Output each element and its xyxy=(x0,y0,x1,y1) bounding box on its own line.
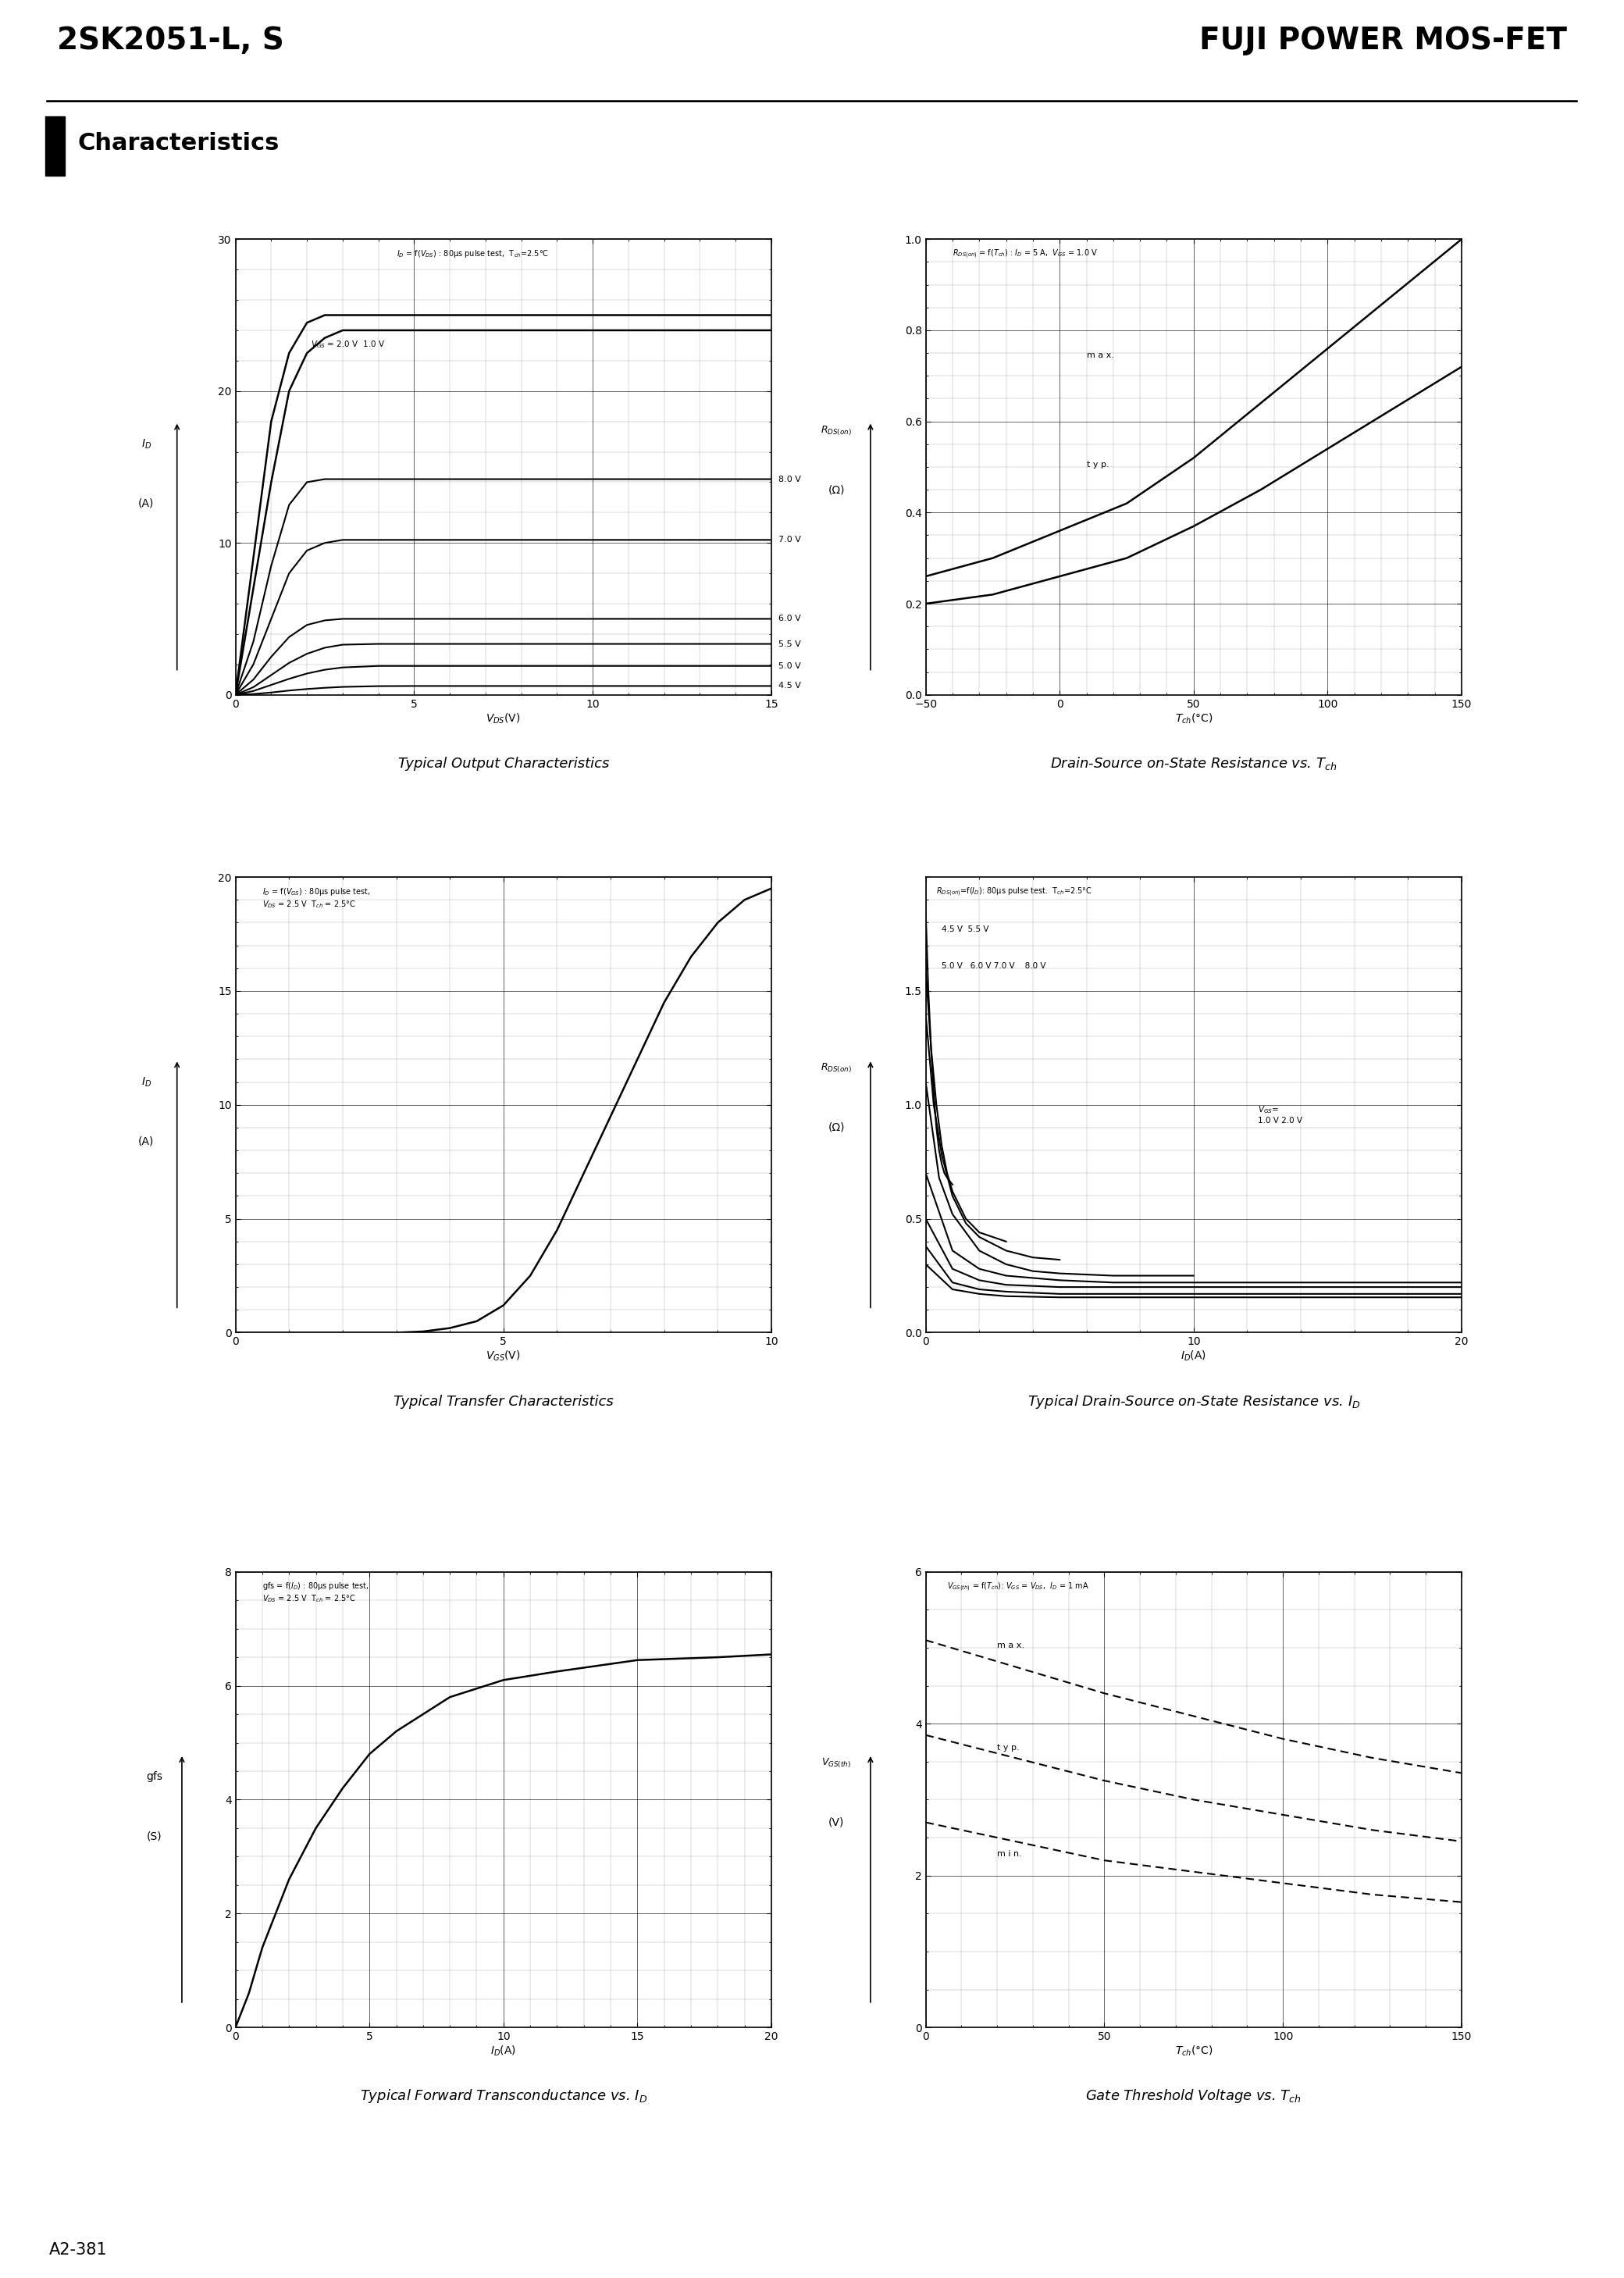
X-axis label: $V_{GS}$(V): $V_{GS}$(V) xyxy=(486,1349,521,1362)
X-axis label: $I_D$(A): $I_D$(A) xyxy=(1181,1349,1207,1362)
Text: $I_D$: $I_D$ xyxy=(141,1075,151,1089)
Text: 6.0 V: 6.0 V xyxy=(778,615,801,622)
Text: $I_D$: $I_D$ xyxy=(141,437,151,451)
Text: gfs = f($I_D$) : 80μs pulse test,
$V_{DS}$ = 2.5 V  T$_{ch}$ = 2.5°C: gfs = f($I_D$) : 80μs pulse test, $V_{DS… xyxy=(261,1581,369,1604)
Text: Typical Transfer Characteristics: Typical Transfer Characteristics xyxy=(393,1394,614,1408)
Text: $I_D$ = f($V_{GS}$) : 80μs pulse test,
$V_{DS}$ = 2.5 V  T$_{ch}$ = 2.5°C: $I_D$ = f($V_{GS}$) : 80μs pulse test, $… xyxy=(261,886,370,909)
Text: $V_{GS(th)}$ = f($T_{ch}$): $V_{GS}$ = $V_{DS}$,  $I_D$ = 1 mA: $V_{GS(th)}$ = f($T_{ch}$): $V_{GS}$ = $… xyxy=(947,1581,1090,1592)
Text: gfs: gfs xyxy=(146,1772,162,1781)
Text: $R_{DS(on)}$: $R_{DS(on)}$ xyxy=(820,1062,853,1075)
Text: (Ω): (Ω) xyxy=(828,1123,844,1132)
Text: 4.5 V: 4.5 V xyxy=(778,681,801,690)
Text: (V): (V) xyxy=(828,1818,844,1827)
Text: t y p.: t y p. xyxy=(997,1745,1020,1752)
Text: 5.5 V: 5.5 V xyxy=(778,640,801,647)
Text: $R_{DS(on)}$: $R_{DS(on)}$ xyxy=(820,424,853,437)
Text: $V_{GS(th)}$: $V_{GS(th)}$ xyxy=(822,1756,851,1770)
Text: m a x.: m a x. xyxy=(1086,351,1114,360)
Bar xyxy=(45,116,65,175)
Text: Typical Drain-Source on-State Resistance vs. $I_D$: Typical Drain-Source on-State Resistance… xyxy=(1026,1394,1361,1410)
Text: t y p.: t y p. xyxy=(1086,460,1109,469)
X-axis label: $T_{ch}$(°C): $T_{ch}$(°C) xyxy=(1174,2043,1213,2057)
X-axis label: $V_{DS}$(V): $V_{DS}$(V) xyxy=(486,711,521,724)
Text: $R_{DS(on)}$ = f($T_{ch}$) : $I_D$ = 5 A,  $V_{GS}$ = 1.0 V: $R_{DS(on)}$ = f($T_{ch}$) : $I_D$ = 5 A… xyxy=(952,248,1098,260)
Text: $I_D$ = f($V_{DS}$) : 80μs pulse test,  T$_{ch}$=2.5°C: $I_D$ = f($V_{DS}$) : 80μs pulse test, T… xyxy=(396,248,549,260)
Text: $V_{GS}$=
1.0 V 2.0 V: $V_{GS}$= 1.0 V 2.0 V xyxy=(1259,1105,1302,1125)
Text: (A): (A) xyxy=(138,499,154,508)
Text: FUJI POWER MOS-FET: FUJI POWER MOS-FET xyxy=(1200,25,1567,55)
Text: Gate Threshold Voltage vs. $T_{ch}$: Gate Threshold Voltage vs. $T_{ch}$ xyxy=(1085,2089,1302,2105)
Text: m a x.: m a x. xyxy=(997,1642,1025,1649)
Text: Drain-Source on-State Resistance vs. $T_{ch}$: Drain-Source on-State Resistance vs. $T_… xyxy=(1051,756,1337,772)
X-axis label: $I_D$(A): $I_D$(A) xyxy=(490,2043,516,2057)
X-axis label: $T_{ch}$(°C): $T_{ch}$(°C) xyxy=(1174,711,1213,724)
Text: 5.0 V: 5.0 V xyxy=(778,663,801,670)
Text: m i n.: m i n. xyxy=(997,1850,1021,1859)
Text: Characteristics: Characteristics xyxy=(78,132,279,155)
Text: $V_{GS}$ = 2.0 V  1.0 V: $V_{GS}$ = 2.0 V 1.0 V xyxy=(310,339,385,351)
Text: (A): (A) xyxy=(138,1137,154,1146)
Text: Typical Output Characteristics: Typical Output Characteristics xyxy=(398,756,609,770)
Text: 5.0 V   6.0 V 7.0 V    8.0 V: 5.0 V 6.0 V 7.0 V 8.0 V xyxy=(942,961,1046,970)
Text: (S): (S) xyxy=(146,1832,162,1841)
Text: 7.0 V: 7.0 V xyxy=(778,535,801,544)
Text: 8.0 V: 8.0 V xyxy=(778,476,801,483)
Text: Typical Forward Transconductance vs. $I_D$: Typical Forward Transconductance vs. $I_… xyxy=(361,2089,646,2105)
Text: (Ω): (Ω) xyxy=(828,485,844,494)
Text: 4.5 V  5.5 V: 4.5 V 5.5 V xyxy=(942,925,989,934)
Text: $R_{DS(on)}$=f($I_D$): 80μs pulse test.  T$_{ch}$=2.5°C: $R_{DS(on)}$=f($I_D$): 80μs pulse test. … xyxy=(937,886,1093,898)
Text: A2-381: A2-381 xyxy=(49,2242,107,2257)
Text: 2SK2051-L, S: 2SK2051-L, S xyxy=(57,25,284,55)
